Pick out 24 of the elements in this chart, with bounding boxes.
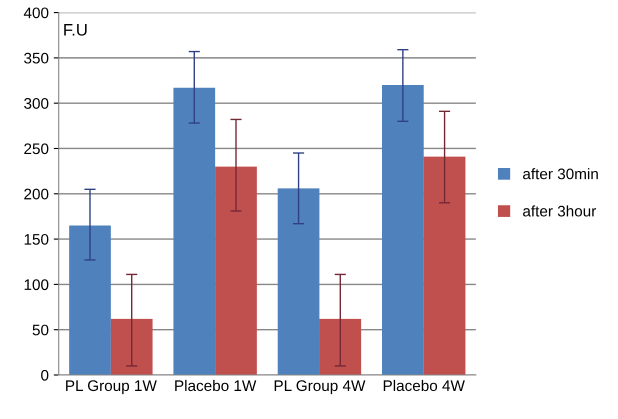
y-tick-label: 150 xyxy=(24,234,48,245)
y-tick-label: 100 xyxy=(24,279,48,290)
legend-label: after 3hour xyxy=(523,205,596,217)
y-tick-label: 0 xyxy=(41,370,48,381)
x-tick-label: PL Group 4W xyxy=(274,380,366,394)
bar xyxy=(173,88,216,376)
x-tick-label: PL Group 1W xyxy=(66,380,157,394)
legend-label: after 30min xyxy=(523,168,598,180)
x-tick-label: Placebo 1W xyxy=(175,380,256,392)
bar xyxy=(110,318,153,376)
y-tick-label: 250 xyxy=(24,143,48,154)
bar xyxy=(382,85,424,376)
x-tick-label: Placebo 4W xyxy=(384,380,465,392)
y-tick-label: 300 xyxy=(24,98,48,109)
y-tick-label: 50 xyxy=(32,324,48,336)
bar xyxy=(215,166,257,376)
y-tick-label: 200 xyxy=(24,188,48,200)
bar xyxy=(319,318,362,376)
bar xyxy=(69,226,111,376)
bar xyxy=(278,188,320,376)
bar xyxy=(424,156,466,376)
y-tick-label: 400 xyxy=(24,7,48,18)
y-axis-title: F.U xyxy=(64,24,87,36)
y-tick-label: 350 xyxy=(24,52,48,64)
